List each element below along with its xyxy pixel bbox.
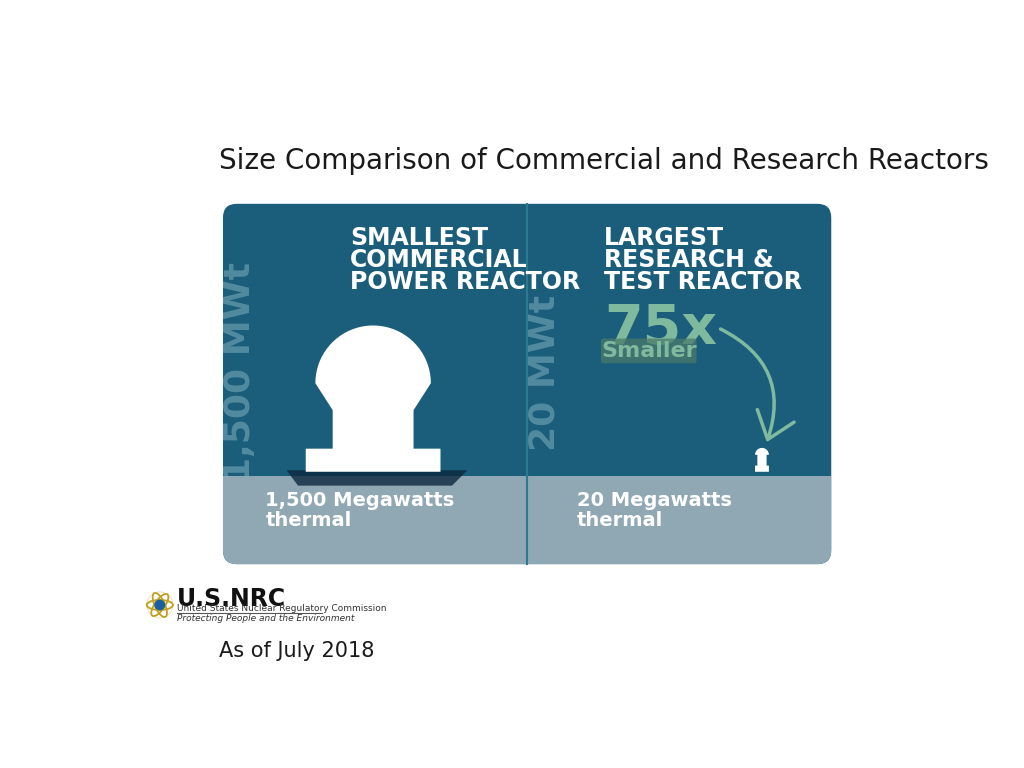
Text: 20 MWt: 20 MWt	[527, 294, 561, 451]
Circle shape	[155, 600, 165, 611]
Text: SMALLEST: SMALLEST	[350, 227, 488, 250]
Text: LARGEST: LARGEST	[604, 227, 724, 250]
Polygon shape	[755, 448, 769, 472]
FancyArrowPatch shape	[721, 329, 795, 439]
Text: Smaller: Smaller	[601, 341, 696, 361]
Polygon shape	[306, 326, 440, 472]
FancyBboxPatch shape	[601, 339, 696, 363]
Text: 1,500 Megawatts: 1,500 Megawatts	[265, 491, 455, 510]
Text: COMMERCIAL: COMMERCIAL	[350, 248, 527, 272]
Text: Protecting People and the Environment: Protecting People and the Environment	[177, 614, 354, 623]
Text: Size Comparison of Commercial and Research Reactors: Size Comparison of Commercial and Resear…	[219, 147, 989, 175]
Text: As of July 2018: As of July 2018	[219, 641, 375, 661]
Text: POWER REACTOR: POWER REACTOR	[350, 270, 581, 293]
FancyBboxPatch shape	[223, 204, 831, 564]
Text: 20 Megawatts: 20 Megawatts	[578, 491, 732, 510]
Polygon shape	[527, 475, 831, 564]
Text: United States Nuclear Regulatory Commission: United States Nuclear Regulatory Commiss…	[177, 604, 386, 613]
Polygon shape	[223, 475, 527, 564]
Text: thermal: thermal	[265, 511, 351, 530]
Polygon shape	[287, 470, 467, 485]
Text: U.S.NRC: U.S.NRC	[177, 587, 286, 611]
Text: TEST REACTOR: TEST REACTOR	[604, 270, 802, 293]
Text: 75x: 75x	[604, 303, 717, 356]
Text: RESEARCH &: RESEARCH &	[604, 248, 774, 272]
Text: thermal: thermal	[578, 511, 664, 530]
Text: 1,500 MWt: 1,500 MWt	[223, 263, 257, 482]
